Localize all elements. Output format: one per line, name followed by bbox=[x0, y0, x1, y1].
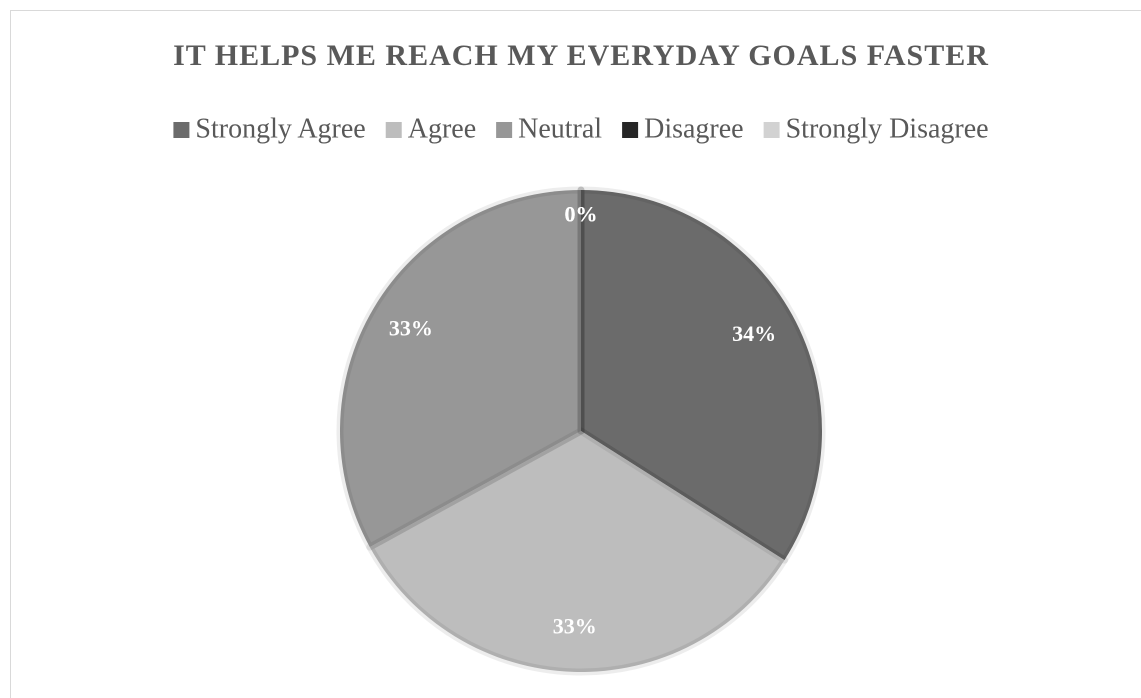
data-label: 33% bbox=[553, 614, 597, 639]
legend-label: Strongly Disagree bbox=[786, 113, 989, 144]
legend-swatch bbox=[385, 122, 402, 138]
legend-label: Disagree bbox=[644, 113, 744, 144]
legend-label: Agree bbox=[408, 113, 476, 144]
data-label: 0% bbox=[565, 202, 598, 227]
legend-label: Strongly Agree bbox=[195, 113, 365, 144]
data-label: 33% bbox=[389, 315, 433, 340]
chart-title: IT HELPS ME REACH MY EVERYDAY GOALS FAST… bbox=[173, 39, 989, 72]
legend-swatch bbox=[622, 122, 639, 138]
legend-swatch bbox=[496, 122, 513, 138]
legend-label: Neutral bbox=[518, 113, 602, 144]
legend-swatch bbox=[763, 122, 780, 138]
legend-swatch bbox=[173, 122, 190, 138]
data-label: 0% bbox=[565, 202, 598, 227]
data-label: 34% bbox=[732, 321, 776, 346]
pie-slice bbox=[577, 186, 826, 564]
pie-slice bbox=[366, 427, 788, 676]
pie-slice bbox=[336, 186, 585, 551]
